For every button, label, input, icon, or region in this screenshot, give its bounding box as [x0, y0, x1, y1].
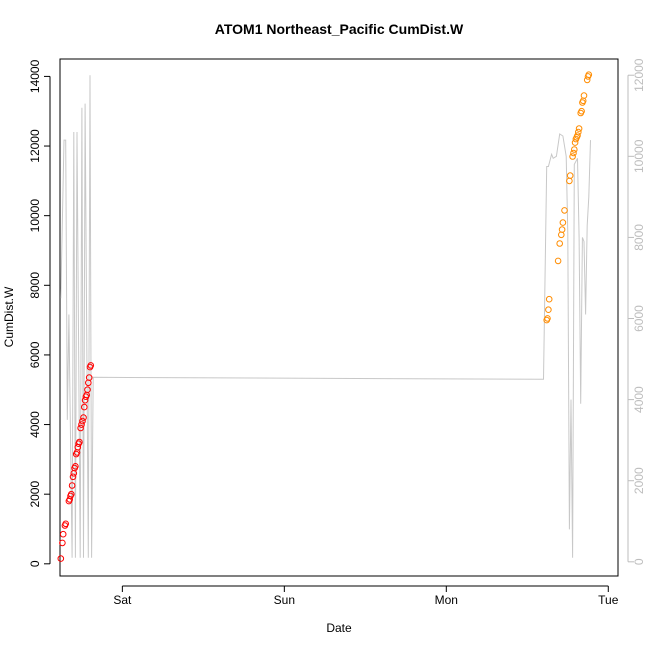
- data-point: [545, 306, 552, 314]
- left-tick-label: 8000: [28, 272, 42, 299]
- left-tick-label: 4000: [28, 411, 42, 438]
- line-series-layer: [60, 75, 591, 558]
- data-point: [85, 374, 93, 381]
- data-point: [78, 421, 85, 428]
- left-tick-label: 0: [28, 560, 42, 567]
- grey-line-series: [60, 75, 591, 558]
- data-point: [559, 219, 567, 226]
- bottom-tick-label: Sat: [113, 593, 132, 607]
- left-tick-label: 12000: [28, 129, 42, 163]
- right-tick-label: 6000: [632, 305, 646, 332]
- plot-frame: [59, 58, 619, 577]
- data-point: [77, 424, 84, 432]
- data-point: [570, 149, 577, 157]
- right-axis: 0 2000 4000 6000 8000 10000 12000: [627, 58, 646, 565]
- data-point: [545, 295, 553, 303]
- data-point: [558, 231, 565, 239]
- data-point: [566, 177, 573, 185]
- points-layer: [57, 71, 593, 562]
- left-axis: 0 2000 4000 6000 8000 10000 12000 14000: [28, 59, 51, 567]
- data-point: [574, 132, 581, 139]
- right-tick-label: 0: [632, 558, 646, 565]
- right-tick-label: 10000: [632, 139, 646, 173]
- data-point: [580, 92, 588, 99]
- data-point: [544, 315, 551, 322]
- data-point: [566, 172, 574, 179]
- bottom-tick-label: Mon: [435, 593, 458, 607]
- data-point: [69, 473, 77, 481]
- data-point: [561, 207, 568, 214]
- right-tick-label: 4000: [632, 386, 646, 413]
- data-point: [81, 403, 88, 411]
- bottom-axis: Sat Sun Mon Tue: [113, 585, 619, 607]
- y-axis-label: CumDist.W: [2, 286, 16, 347]
- data-point: [558, 226, 566, 233]
- left-tick-label: 14000: [28, 59, 42, 93]
- data-point: [569, 153, 576, 160]
- data-point: [68, 490, 75, 498]
- data-point: [556, 240, 564, 247]
- bottom-tick-label: Tue: [598, 593, 619, 607]
- data-point: [80, 414, 87, 421]
- left-tick-label: 2000: [28, 481, 42, 508]
- data-point: [72, 463, 79, 470]
- data-point: [57, 555, 65, 562]
- right-tick-label: 12000: [632, 58, 646, 92]
- right-tick-label: 8000: [632, 224, 646, 251]
- data-point: [575, 125, 583, 132]
- data-point: [585, 71, 593, 78]
- data-point: [79, 417, 86, 425]
- chart-title: ATOM1 Northeast_Pacific CumDist.W: [215, 21, 464, 37]
- data-point: [62, 520, 69, 528]
- bottom-tick-label: Sun: [274, 593, 295, 607]
- data-point: [575, 128, 582, 136]
- data-point: [578, 107, 585, 115]
- left-tick-label: 6000: [28, 341, 42, 368]
- data-point: [59, 530, 67, 538]
- left-tick-label: 10000: [28, 199, 42, 233]
- data-point: [84, 386, 91, 394]
- data-point: [76, 438, 83, 446]
- data-point: [87, 362, 95, 369]
- x-axis-label: Date: [326, 621, 352, 635]
- data-point: [59, 539, 66, 547]
- data-point: [554, 257, 562, 265]
- data-point: [68, 482, 76, 489]
- data-point: [85, 379, 92, 387]
- data-point: [571, 146, 578, 153]
- right-tick-label: 2000: [632, 467, 646, 494]
